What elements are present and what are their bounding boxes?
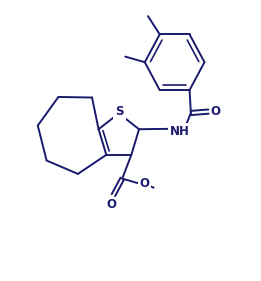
Text: O: O <box>107 198 117 211</box>
Text: O: O <box>140 177 150 190</box>
Text: S: S <box>115 105 124 118</box>
Text: NH: NH <box>170 126 190 139</box>
Text: O: O <box>211 105 221 118</box>
